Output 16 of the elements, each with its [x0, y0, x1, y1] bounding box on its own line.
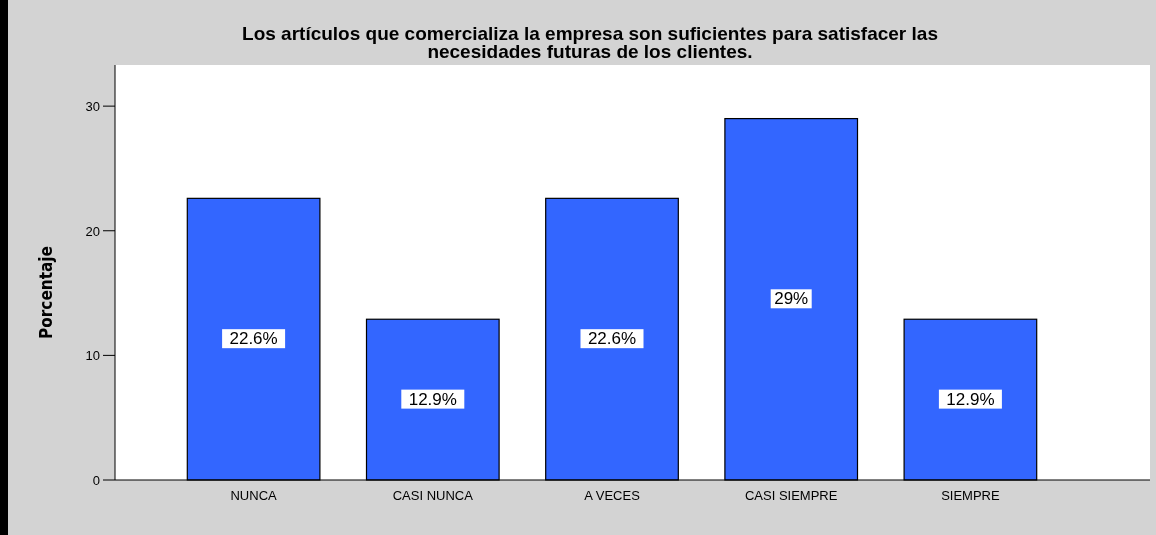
y-tick-label: 30 [85, 99, 100, 115]
x-tick-label: CASI NUNCA [392, 488, 474, 503]
x-tick-label: NUNCA [230, 488, 278, 503]
y-axis-title: Porcentaje [36, 246, 56, 339]
x-tick-label: CASI SIEMPRE [744, 488, 838, 503]
data-label: 12.9% [946, 389, 995, 409]
x-tick-label: SIEMPRE [941, 488, 1000, 503]
y-tick-label: 20 [85, 223, 100, 239]
y-tick-label: 10 [85, 348, 100, 364]
x-tick-label: A VECES [584, 488, 641, 503]
data-label: 22.6% [587, 329, 637, 349]
y-tick-label: 0 [92, 473, 100, 488]
chart-title: Los artículos que comercializa la empresa son suficientes para satisfacer las necesidades futuras de los clientes. [242, 23, 938, 62]
data-label: 22.6% [229, 329, 278, 349]
data-label: 12.9% [408, 389, 457, 409]
data-label: 29% [774, 289, 809, 309]
